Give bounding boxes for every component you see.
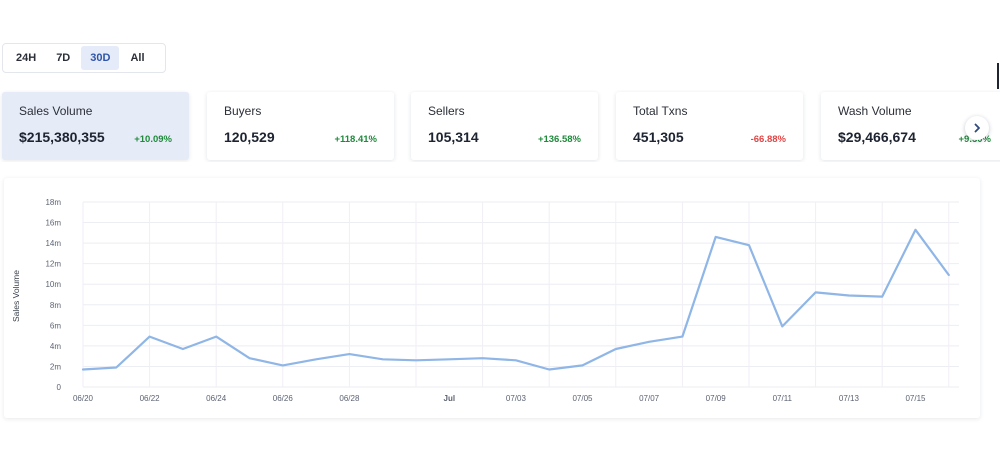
card-value: $29,466,674: [838, 129, 916, 145]
stat-cards: Sales Volume $215,380,355 +10.09% Buyers…: [0, 90, 1000, 162]
chevron-right-icon: [974, 123, 980, 133]
card-change: +10.09%: [134, 134, 172, 145]
y-tick-label: 8m: [50, 301, 61, 310]
card-label: Buyers: [224, 104, 262, 118]
x-tick-label: 07/03: [506, 394, 527, 403]
chart-grid: [82, 201, 959, 388]
card-change: +118.41%: [334, 134, 377, 145]
y-tick-label: 18m: [45, 198, 61, 207]
card-change: +136.58%: [537, 134, 581, 145]
x-tick-label: 06/20: [73, 394, 94, 403]
sales-volume-chart: 0 2m 4m 6m 8m 10m 12m 14m 16m 18m 06/20 06/22 06/24 0…: [4, 178, 980, 418]
y-tick-label: 4m: [50, 342, 61, 351]
y-tick-label: 14m: [45, 239, 61, 248]
y-tick-label: 16m: [45, 219, 61, 228]
x-tick-label: 06/24: [206, 394, 227, 403]
x-tick-label: 07/15: [905, 394, 926, 403]
y-tick-label: 6m: [50, 321, 61, 330]
timeframe-selector: 24H 7D 30D All: [2, 43, 166, 73]
y-tick-label: 10m: [45, 280, 61, 289]
x-tick-label: 07/13: [839, 394, 860, 403]
x-tick-label: 07/05: [572, 394, 593, 403]
card-label: Sales Volume: [19, 104, 93, 118]
chart-series: [81, 228, 950, 371]
x-tick-label: 07/09: [706, 394, 727, 403]
card-label: Sellers: [428, 104, 465, 118]
y-tick-label: 12m: [45, 260, 61, 269]
x-tick-label: 06/22: [140, 394, 161, 403]
card-label: Total Txns: [633, 104, 688, 118]
timeframe-7d-button[interactable]: 7D: [56, 52, 71, 64]
timeframe-all-button[interactable]: All: [130, 52, 145, 64]
card-value: 451,305: [633, 129, 684, 145]
x-tick-label: Jul: [444, 394, 456, 403]
series-line: [81, 228, 950, 371]
x-tick-label: 06/26: [273, 394, 294, 403]
next-cards-button[interactable]: [965, 116, 989, 140]
x-tick-label: 07/07: [639, 394, 660, 403]
x-tick-label: 06/28: [339, 394, 360, 403]
x-tick-label: 07/11: [773, 394, 793, 403]
card-value: $215,380,355: [19, 129, 105, 145]
scroll-edge-indicator: [997, 63, 999, 89]
chart-axes: 0 2m 4m 6m 8m 10m 12m 14m 16m 18m 06/20 06/22 06/24 0…: [45, 198, 926, 403]
card-value: 105,314: [428, 129, 479, 145]
card-total-txns[interactable]: Total Txns 451,305 -66.88%: [616, 92, 803, 160]
timeframe-30d-button[interactable]: 30D: [81, 46, 120, 70]
y-axis-label: Sales Volume: [11, 270, 21, 322]
card-change: -66.88%: [750, 134, 786, 145]
timeframe-24h-button[interactable]: 24H: [16, 52, 37, 64]
y-tick-label: 0: [57, 383, 62, 392]
card-buyers[interactable]: Buyers 120,529 +118.41%: [207, 92, 394, 160]
line-chart: 0 2m 4m 6m 8m 10m 12m 14m 16m 18m 06/20 06/22 06/24 0…: [11, 198, 959, 403]
card-sales-volume[interactable]: Sales Volume $215,380,355 +10.09%: [2, 92, 189, 160]
y-tick-label: 2m: [50, 362, 61, 371]
card-value: 120,529: [224, 129, 275, 145]
card-label: Wash Volume: [838, 104, 912, 118]
card-sellers[interactable]: Sellers 105,314 +136.58%: [411, 92, 598, 160]
